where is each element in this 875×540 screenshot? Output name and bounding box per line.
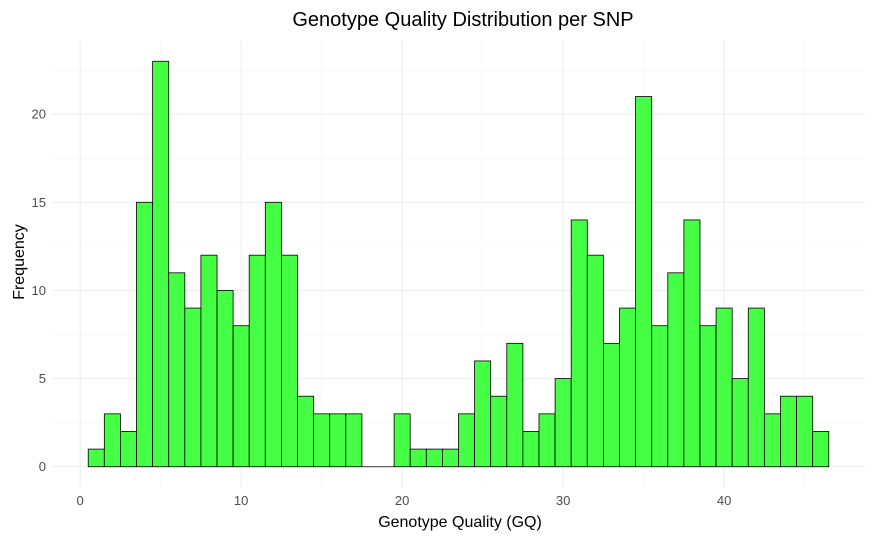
histogram-bar <box>87 448 105 468</box>
histogram-bar <box>586 254 604 468</box>
chart-title: Genotype Quality Distribution per SNP <box>292 9 633 31</box>
histogram-bar <box>136 201 154 468</box>
histogram-bar <box>216 290 234 468</box>
histogram-bar <box>425 448 443 468</box>
histogram-bar <box>345 413 363 468</box>
histogram-bar <box>313 413 331 468</box>
histogram-bar <box>635 96 653 468</box>
x-axis-title: Genotype Quality (GQ) <box>378 514 542 531</box>
histogram-bar <box>393 413 411 468</box>
histogram-bar <box>667 272 685 468</box>
histogram-bar <box>409 448 427 468</box>
histogram-bar <box>297 395 315 468</box>
histogram-bar <box>264 201 282 468</box>
histogram-bar <box>570 219 588 468</box>
histogram-bar <box>458 413 475 468</box>
x-tick-label: 30 <box>556 493 570 508</box>
histogram-bar <box>619 307 636 468</box>
histogram-bar <box>538 413 556 468</box>
y-tick-label: 15 <box>32 195 46 210</box>
histogram-bar <box>763 413 781 468</box>
histogram-bar <box>554 378 572 468</box>
bars <box>87 60 830 468</box>
y-tick-label: 5 <box>39 371 46 386</box>
histogram-bar <box>796 395 814 468</box>
histogram-bar <box>200 254 218 468</box>
x-tick-label: 0 <box>77 493 84 508</box>
x-tick-label: 20 <box>395 493 409 508</box>
histogram-bar <box>651 325 669 468</box>
histogram-bar <box>329 413 347 468</box>
histogram-bar <box>780 395 797 468</box>
y-axis-title: Frequency <box>11 224 28 300</box>
histogram-bar <box>120 431 137 468</box>
y-tick-label: 10 <box>32 283 46 298</box>
histogram-bar <box>281 254 298 468</box>
histogram-bar <box>683 219 701 468</box>
histogram-bar <box>522 431 540 468</box>
histogram-bar <box>232 325 250 468</box>
histogram-bar <box>168 272 186 468</box>
histogram-bar <box>715 307 733 468</box>
histogram-bar <box>103 413 121 468</box>
histogram-bar <box>248 254 266 468</box>
histogram-bar <box>506 342 524 468</box>
y-tick-label: 0 <box>39 459 46 474</box>
histogram-bar <box>812 431 830 468</box>
histogram-bar <box>442 448 459 468</box>
histogram-bar <box>747 307 765 468</box>
x-tick-label: 10 <box>234 493 248 508</box>
histogram-bar <box>602 342 620 468</box>
histogram-bar <box>490 395 508 468</box>
histogram-bar <box>731 378 749 468</box>
y-tick-label: 20 <box>32 107 46 122</box>
y-axis-ticks: 0 5 10 15 20 <box>32 107 46 475</box>
histogram-bar <box>184 307 202 468</box>
x-tick-label: 40 <box>717 493 731 508</box>
histogram-bar <box>474 360 492 468</box>
histogram-bar <box>699 325 717 468</box>
histogram-bar <box>152 60 170 468</box>
x-axis-ticks: 0 10 20 30 40 <box>77 493 732 508</box>
